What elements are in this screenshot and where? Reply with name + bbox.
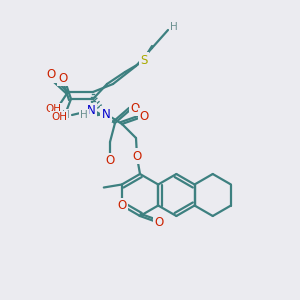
Text: N: N [102, 107, 110, 121]
Text: H: H [80, 110, 88, 120]
Text: O: O [130, 101, 140, 115]
Text: O: O [117, 199, 126, 212]
Text: O: O [132, 149, 142, 163]
Text: O: O [58, 71, 68, 85]
Text: O: O [105, 154, 115, 167]
Text: OH: OH [51, 112, 67, 122]
Text: O: O [46, 68, 56, 82]
Text: N: N [87, 104, 95, 118]
Text: OH: OH [45, 104, 61, 114]
Text: O: O [140, 110, 148, 122]
Text: O: O [154, 217, 164, 230]
Text: H: H [62, 110, 70, 120]
Text: S: S [140, 53, 148, 67]
Text: H: H [170, 22, 178, 32]
